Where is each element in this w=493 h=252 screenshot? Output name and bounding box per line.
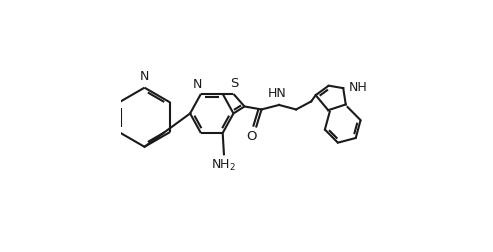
Text: S: S xyxy=(231,77,239,90)
Text: NH: NH xyxy=(349,81,367,94)
Text: HN: HN xyxy=(268,87,286,101)
Text: N: N xyxy=(140,70,149,83)
Text: N: N xyxy=(193,78,203,91)
Text: NH$_2$: NH$_2$ xyxy=(211,158,237,173)
Text: O: O xyxy=(246,130,257,143)
